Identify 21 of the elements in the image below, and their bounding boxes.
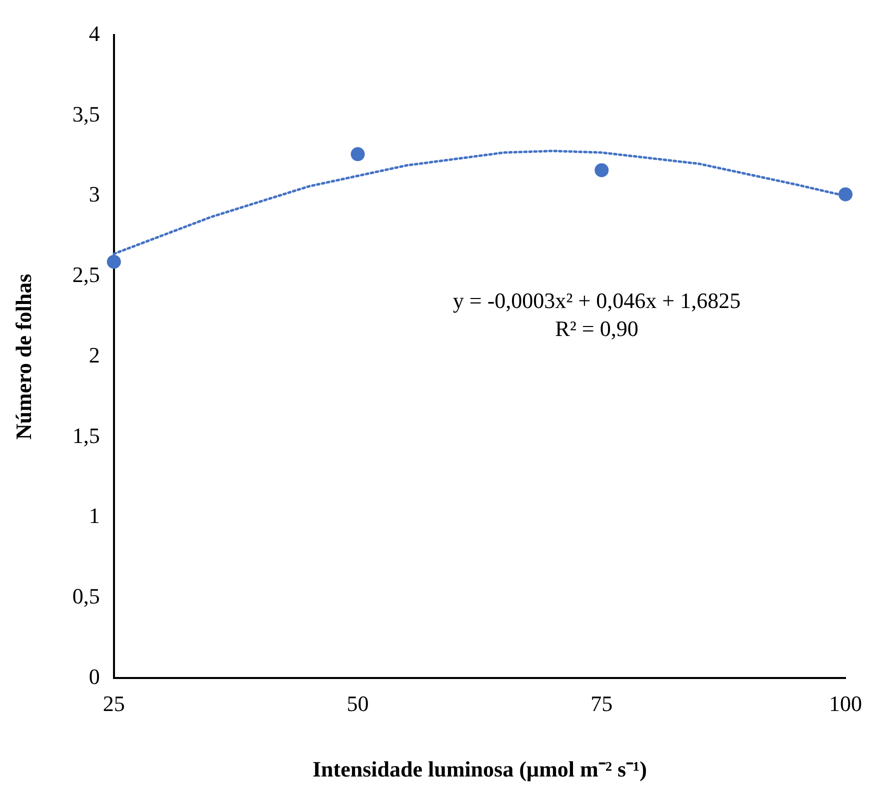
- y-tick-label: 4: [88, 20, 100, 46]
- x-axis-title: Intensidade luminosa (µmol m⁻² s⁻¹): [312, 756, 647, 782]
- point: [594, 163, 609, 178]
- y-tick-label: 1,5: [72, 422, 100, 448]
- y-tick-label: 2: [88, 342, 100, 368]
- x-tick-label: 25: [102, 691, 125, 716]
- y-tick-label: 2,5: [72, 262, 100, 288]
- y-tick-label: 3: [88, 182, 100, 207]
- annotation: R² = 0,90: [555, 316, 638, 341]
- y-tick-label: 3,5: [72, 101, 100, 126]
- y-axis-title: Número de folhas: [10, 273, 36, 440]
- x-tick-label: 50: [346, 691, 369, 716]
- point: [106, 254, 121, 269]
- y-tick-label: 0: [88, 664, 100, 689]
- point: [838, 187, 852, 202]
- point: [350, 147, 365, 162]
- x-tick-label: 100: [829, 691, 862, 716]
- annotation: y = -0,0003x² + 0,046x + 1,6825: [452, 288, 741, 313]
- x-tick-label: 75: [590, 691, 613, 716]
- y-tick-label: 0,5: [72, 584, 100, 609]
- y-tick-label: 1: [88, 503, 100, 528]
